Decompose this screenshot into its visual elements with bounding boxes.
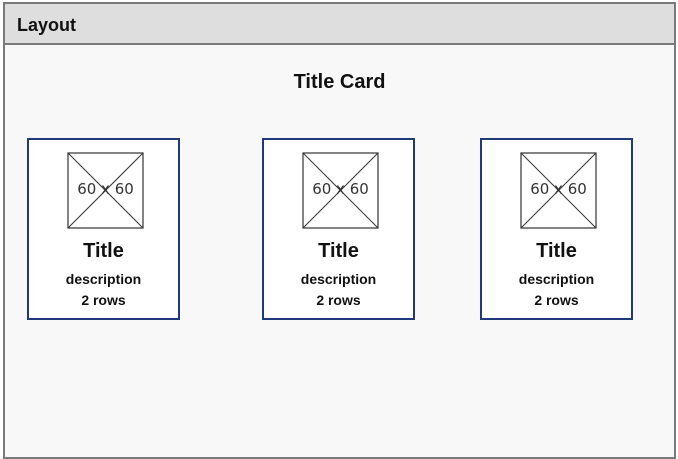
card-description: description 2 rows <box>264 269 413 311</box>
card-title: Title <box>83 240 124 262</box>
layout-frame: Layout Title Card 60 x 60 Title descript… <box>3 2 676 459</box>
card-description: description 2 rows <box>482 269 631 311</box>
image-placeholder-label: 60 x 60 <box>312 180 369 198</box>
card-description-line-2: 2 rows <box>316 292 361 308</box>
title-card[interactable]: 60 x 60 Title description 2 rows <box>27 138 180 320</box>
page-heading: Title Card <box>293 71 386 93</box>
image-placeholder-icon: 60 x 60 <box>520 152 597 229</box>
card-description: description 2 rows <box>29 269 178 311</box>
title-card[interactable]: 60 x 60 Title description 2 rows <box>480 138 633 320</box>
card-title: Title <box>318 240 359 262</box>
card-description-line-2: 2 rows <box>81 292 126 308</box>
image-placeholder-icon: 60 x 60 <box>302 152 379 229</box>
card-description-line-1: description <box>300 271 377 287</box>
frame-header: Layout <box>5 4 674 45</box>
image-placeholder-graphic <box>520 152 597 229</box>
image-placeholder-icon: 60 x 60 <box>67 152 144 229</box>
image-placeholder-graphic <box>302 152 379 229</box>
title-card[interactable]: 60 x 60 Title description 2 rows <box>262 138 415 320</box>
image-placeholder-label: 60 x 60 <box>77 180 134 198</box>
card-description-line-1: description <box>518 271 595 287</box>
card-description-line-1: description <box>65 271 142 287</box>
card-title: Title <box>536 240 577 262</box>
card-description-line-2: 2 rows <box>534 292 579 308</box>
image-placeholder-label: 60 x 60 <box>530 180 587 198</box>
image-placeholder-graphic <box>67 152 144 229</box>
frame-title: Layout <box>17 15 77 35</box>
